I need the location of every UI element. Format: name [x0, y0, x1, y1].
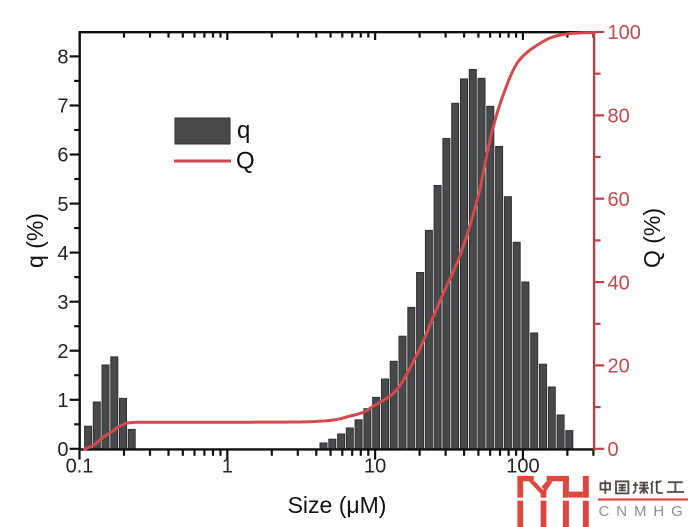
svg-text:CNMHG: CNMHG — [599, 503, 688, 520]
svg-text:6: 6 — [57, 145, 68, 167]
svg-text:q: q — [237, 117, 250, 144]
svg-text:0: 0 — [57, 439, 68, 461]
svg-text:5: 5 — [57, 194, 68, 216]
svg-text:0.1: 0.1 — [66, 456, 94, 478]
svg-text:1: 1 — [57, 390, 68, 412]
svg-text:2: 2 — [57, 341, 68, 363]
svg-text:100: 100 — [608, 22, 641, 44]
svg-text:20: 20 — [608, 356, 630, 378]
svg-text:40: 40 — [608, 272, 630, 294]
svg-text:60: 60 — [608, 189, 630, 211]
svg-text:100: 100 — [506, 456, 539, 478]
svg-text:4: 4 — [57, 243, 68, 265]
svg-text:80: 80 — [608, 106, 630, 128]
svg-text:q (%): q (%) — [22, 213, 48, 268]
svg-text:1: 1 — [222, 456, 233, 478]
svg-text:7: 7 — [57, 96, 68, 118]
svg-text:Q: Q — [236, 148, 255, 175]
svg-text:Size (μM): Size (μM) — [288, 492, 387, 518]
svg-text:3: 3 — [57, 292, 68, 314]
svg-text:10: 10 — [364, 456, 386, 478]
svg-text:8: 8 — [57, 47, 68, 69]
svg-text:0: 0 — [608, 439, 619, 461]
svg-text:Q (%): Q (%) — [639, 208, 665, 268]
